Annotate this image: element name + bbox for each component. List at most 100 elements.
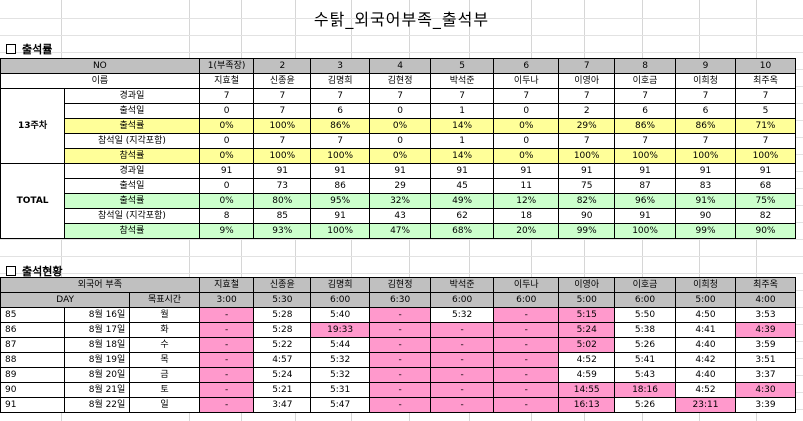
value-cell[interactable]: 7 xyxy=(614,133,677,149)
member-number[interactable]: 2 xyxy=(253,58,312,74)
member-name[interactable]: 이희청 xyxy=(675,73,736,89)
time-cell[interactable]: - xyxy=(493,352,560,368)
weekday[interactable]: 목 xyxy=(129,352,200,368)
value-cell[interactable]: 7 xyxy=(614,88,677,104)
value-cell[interactable]: 7 xyxy=(675,133,736,149)
time-cell[interactable]: 5:32 xyxy=(310,367,371,383)
date[interactable]: 8월 20일 xyxy=(64,367,131,383)
time-cell[interactable]: 3:39 xyxy=(734,397,797,413)
time-cell[interactable]: 23:11 xyxy=(675,397,736,413)
time-cell[interactable]: - xyxy=(369,367,432,383)
value-cell[interactable]: 68 xyxy=(734,178,797,194)
value-cell[interactable]: 2 xyxy=(558,103,616,119)
value-cell[interactable]: 87 xyxy=(614,178,677,194)
date[interactable]: 8월 22일 xyxy=(64,397,131,413)
row-label[interactable]: 경과일 xyxy=(64,88,200,104)
time-cell[interactable]: 3:51 xyxy=(734,352,797,368)
time-cell[interactable]: 4:52 xyxy=(675,382,736,398)
member-name[interactable]: 박석준 xyxy=(430,73,495,89)
value-cell[interactable]: 91 xyxy=(198,163,255,179)
value-cell[interactable]: 7 xyxy=(198,88,255,104)
value-cell[interactable]: 91 xyxy=(310,163,371,179)
value-cell[interactable]: 86% xyxy=(614,118,677,134)
value-cell[interactable]: 7 xyxy=(253,103,312,119)
time-cell[interactable]: 3:47 xyxy=(253,397,312,413)
time-cell[interactable]: - xyxy=(369,307,432,323)
target-time[interactable]: 5:00 xyxy=(675,292,736,308)
member-number[interactable]: 1(부족장) xyxy=(198,58,255,74)
time-cell[interactable]: - xyxy=(493,322,560,338)
time-cell[interactable]: 5:41 xyxy=(614,352,677,368)
time-cell[interactable]: 5:28 xyxy=(253,322,312,338)
value-cell[interactable]: 0% xyxy=(493,148,560,164)
value-cell[interactable]: 7 xyxy=(493,88,560,104)
time-cell[interactable]: 5:24 xyxy=(253,367,312,383)
target-time[interactable]: 6:00 xyxy=(310,292,371,308)
weekday[interactable]: 월 xyxy=(129,307,200,323)
value-cell[interactable]: 0% xyxy=(198,193,255,209)
target-time[interactable]: 6:00 xyxy=(493,292,560,308)
time-cell[interactable]: 3:37 xyxy=(734,367,797,383)
value-cell[interactable]: 7 xyxy=(734,88,797,104)
value-cell[interactable]: 73 xyxy=(253,178,312,194)
group-label[interactable]: 13주차 xyxy=(0,88,66,164)
value-cell[interactable]: 7 xyxy=(558,133,616,149)
value-cell[interactable]: 91% xyxy=(675,193,736,209)
value-cell[interactable]: 0 xyxy=(198,103,255,119)
time-cell[interactable]: 4:50 xyxy=(675,307,736,323)
value-cell[interactable]: 91 xyxy=(369,163,432,179)
target-time[interactable]: 6:30 xyxy=(369,292,432,308)
time-cell[interactable]: - xyxy=(493,367,560,383)
value-cell[interactable]: 90% xyxy=(734,223,797,239)
value-cell[interactable]: 91 xyxy=(430,163,495,179)
value-cell[interactable]: 7 xyxy=(430,88,495,104)
value-cell[interactable]: 18 xyxy=(493,208,560,224)
value-cell[interactable]: 71% xyxy=(734,118,797,134)
time-cell[interactable]: 4:57 xyxy=(253,352,312,368)
member-name[interactable]: 김현정 xyxy=(369,277,432,293)
time-cell[interactable]: 5:26 xyxy=(614,337,677,353)
value-cell[interactable]: 47% xyxy=(369,223,432,239)
value-cell[interactable]: 6 xyxy=(614,103,677,119)
row-label[interactable]: 출석률 xyxy=(64,193,200,209)
value-cell[interactable]: 7 xyxy=(675,88,736,104)
value-cell[interactable]: 6 xyxy=(675,103,736,119)
time-cell[interactable]: - xyxy=(198,352,255,368)
value-cell[interactable]: 100% xyxy=(253,118,312,134)
value-cell[interactable]: 11 xyxy=(493,178,560,194)
value-cell[interactable]: 91 xyxy=(734,163,797,179)
member-name[interactable]: 이영아 xyxy=(558,277,616,293)
target-time[interactable]: 6:00 xyxy=(614,292,677,308)
time-cell[interactable]: 4:59 xyxy=(558,367,616,383)
value-cell[interactable]: 100% xyxy=(253,148,312,164)
time-cell[interactable]: 5:31 xyxy=(310,382,371,398)
time-cell[interactable]: 4:40 xyxy=(675,367,736,383)
value-cell[interactable]: 100% xyxy=(614,148,677,164)
value-cell[interactable]: 29% xyxy=(558,118,616,134)
time-cell[interactable]: - xyxy=(493,382,560,398)
member-number[interactable]: 6 xyxy=(493,58,560,74)
value-cell[interactable]: 62 xyxy=(430,208,495,224)
value-cell[interactable]: 80% xyxy=(253,193,312,209)
value-cell[interactable]: 91 xyxy=(614,208,677,224)
value-cell[interactable]: 0 xyxy=(369,133,432,149)
day-number[interactable]: 85 xyxy=(0,307,66,323)
member-name[interactable]: 이호금 xyxy=(614,277,677,293)
time-cell[interactable]: - xyxy=(198,337,255,353)
value-cell[interactable]: 86% xyxy=(675,118,736,134)
value-cell[interactable]: 83 xyxy=(675,178,736,194)
member-name[interactable]: 이희청 xyxy=(675,277,736,293)
value-cell[interactable]: 91 xyxy=(614,163,677,179)
group-label[interactable]: TOTAL xyxy=(0,163,66,239)
time-cell[interactable]: - xyxy=(493,397,560,413)
time-cell[interactable]: 5:15 xyxy=(558,307,616,323)
value-cell[interactable]: 99% xyxy=(558,223,616,239)
value-cell[interactable]: 100% xyxy=(675,148,736,164)
value-cell[interactable]: 0 xyxy=(198,178,255,194)
date[interactable]: 8월 17일 xyxy=(64,322,131,338)
time-cell[interactable]: 5:22 xyxy=(253,337,312,353)
value-cell[interactable]: 100% xyxy=(614,223,677,239)
value-cell[interactable]: 0% xyxy=(369,148,432,164)
value-cell[interactable]: 6 xyxy=(310,103,371,119)
value-cell[interactable]: 86% xyxy=(310,118,371,134)
